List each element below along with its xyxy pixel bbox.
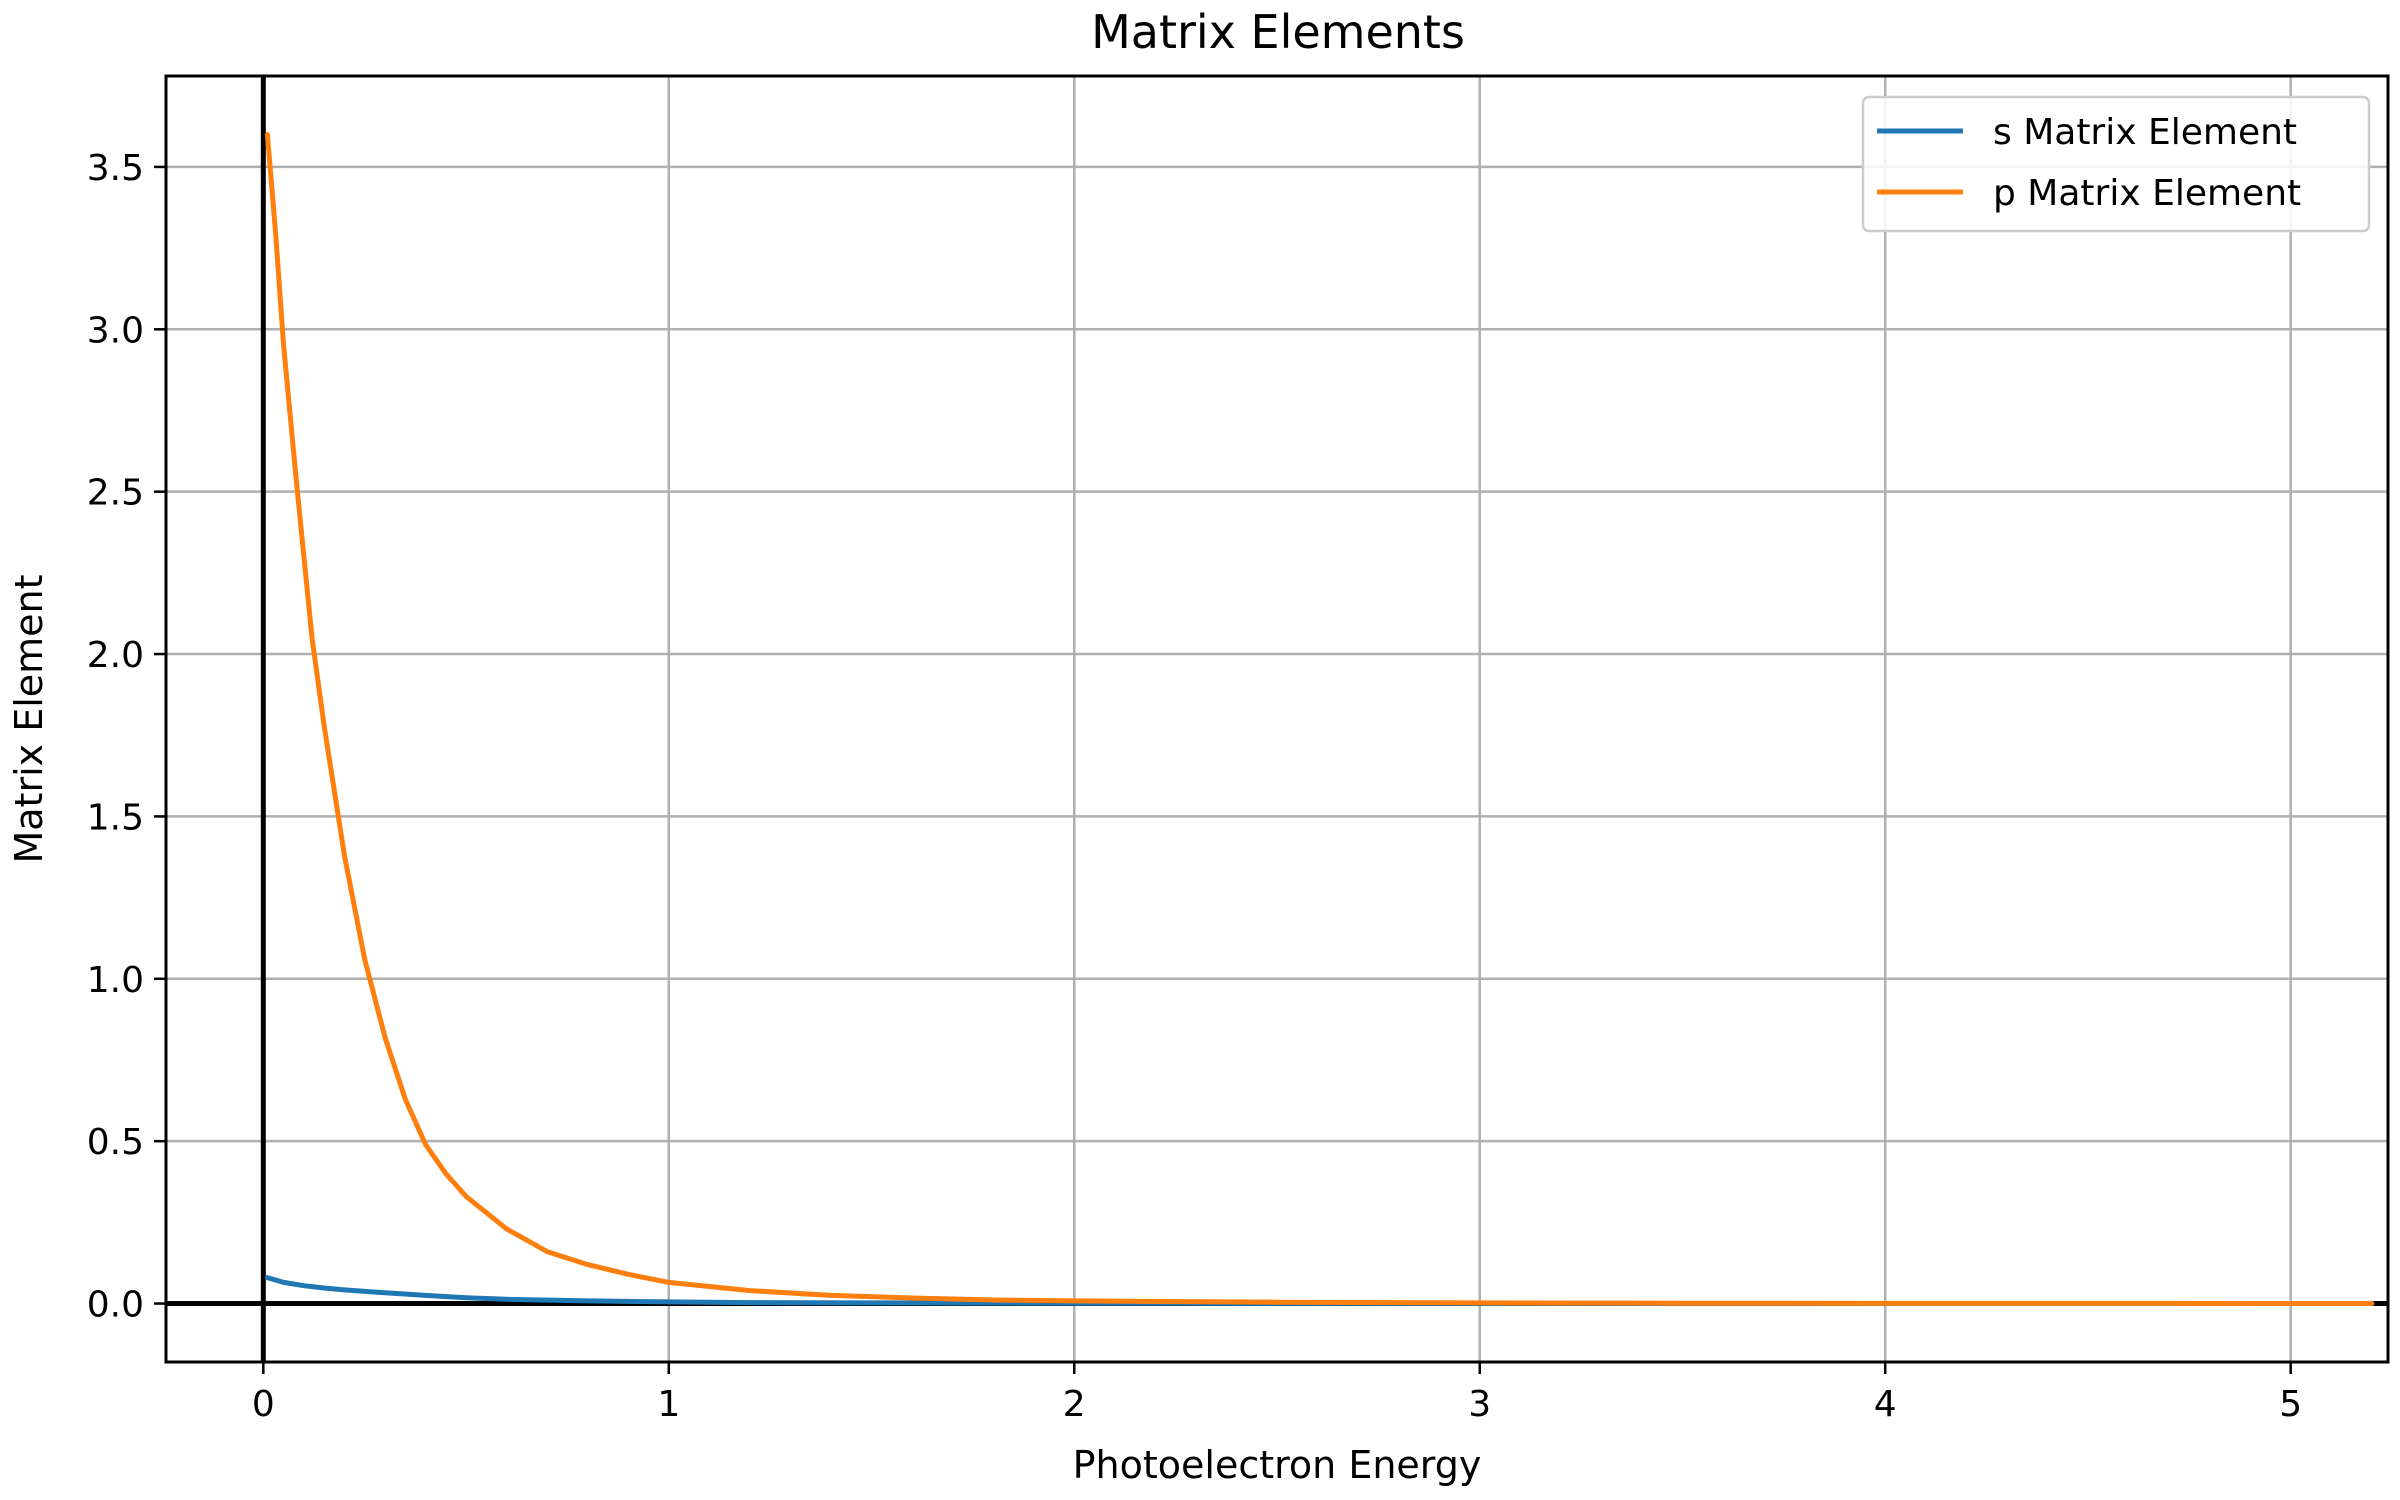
x-tick-label: 2	[1063, 1384, 1086, 1425]
x-tick-label: 4	[1874, 1384, 1897, 1425]
x-tick-label: 0	[252, 1384, 275, 1425]
plot-frame	[164, 74, 2390, 1364]
legend: s Matrix Element p Matrix Element	[1861, 95, 2371, 233]
legend-label: s Matrix Element	[1993, 112, 2297, 153]
y-tick-label: 1.0	[87, 960, 144, 1001]
chart-title: Matrix Elements	[1091, 5, 1465, 59]
x-tick-label: 5	[2279, 1384, 2302, 1425]
y-axis-label: Matrix Element	[7, 574, 51, 863]
x-axis-ticks: 0 1 2 3 4 5	[252, 1362, 2302, 1425]
y-tick-label: 3.0	[87, 310, 144, 351]
grid	[166, 76, 2388, 1362]
y-tick-label: 3.5	[87, 148, 144, 189]
series-line-p-matrix-element	[264, 132, 2375, 1306]
legend-box	[1861, 95, 2371, 233]
y-axis-ticks: 0.0 0.5 1.0 1.5 2.0 2.5 3.0 3.5	[87, 148, 166, 1326]
x-tick-label: 3	[1468, 1384, 1491, 1425]
series-lines	[264, 132, 2375, 1306]
x-tick-label: 1	[657, 1384, 680, 1425]
y-tick-label: 1.5	[87, 797, 144, 838]
y-tick-label: 0.5	[87, 1122, 144, 1163]
y-tick-label: 2.5	[87, 473, 144, 514]
legend-label: p Matrix Element	[1993, 173, 2301, 214]
y-tick-label: 2.0	[87, 635, 144, 676]
x-axis-label: Photoelectron Energy	[1073, 1443, 1482, 1487]
y-tick-label: 0.0	[87, 1285, 144, 1326]
